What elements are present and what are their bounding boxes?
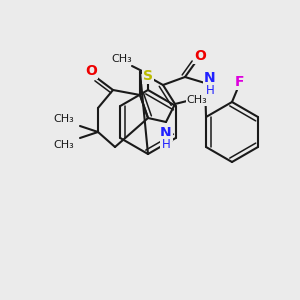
Text: F: F <box>234 75 244 89</box>
Text: N: N <box>160 126 172 140</box>
Text: CH₃: CH₃ <box>54 140 74 150</box>
Text: H: H <box>206 83 214 97</box>
Text: CH₃: CH₃ <box>112 54 132 64</box>
Text: O: O <box>85 64 97 78</box>
Text: O: O <box>194 49 206 63</box>
Text: S: S <box>143 69 153 83</box>
Text: H: H <box>162 137 170 151</box>
Text: N: N <box>204 71 216 85</box>
Text: CH₃: CH₃ <box>54 114 74 124</box>
Text: CH₃: CH₃ <box>187 95 207 105</box>
